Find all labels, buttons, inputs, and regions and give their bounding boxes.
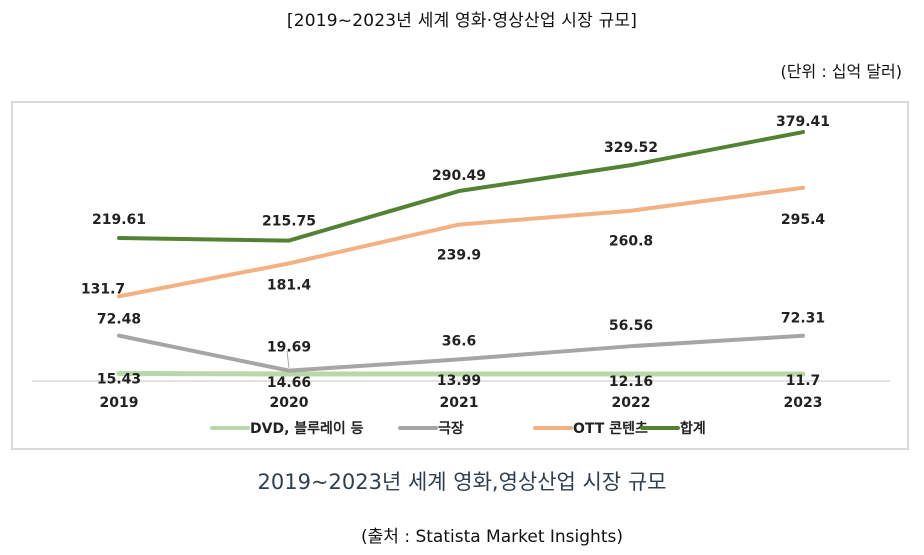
leader-line-theater-2020 [286,350,290,369]
legend: DVD, 블루레이 등 극장 OTT 콘텐츠 합계 [210,420,706,437]
data-label-dvd-2023: 11.7 [786,373,821,389]
x-tick-labels: 2019 2020 2021 2022 2023 [100,395,823,411]
series-line-dvd [116,370,806,377]
source-note: (출처 : Statista Market Insights) [361,527,623,547]
legend-item-ott: OTT 콘텐츠 [533,420,648,437]
x-tick-2022: 2022 [612,395,651,411]
legend-label-ott: OTT 콘텐츠 [573,420,648,437]
series-line-theater [117,333,805,373]
data-label-ott-2019: 131.7 [81,281,125,297]
data-label-ott-2022: 260.8 [609,234,653,250]
series-line-ott [117,185,805,299]
x-tick-2023: 2023 [784,395,823,411]
chart-header-title: [2019~2023년 세계 영화·영상산업 시장 규모] [286,11,638,31]
data-label-ott-2020: 181.4 [267,277,312,293]
data-label-dvd-2021: 13.99 [437,373,481,389]
figure-caption: 2019~2023년 세계 영화,영상산업 시장 규모 [257,470,667,494]
legend-item-total: 합계 [640,420,706,437]
chart-frame [11,101,909,450]
data-label-theater-2019: 72.48 [97,312,141,328]
data-label-dvd-2019: 15.43 [97,371,141,387]
data-label-total-2023: 379.41 [776,114,830,130]
legend-label-total: 합계 [680,420,706,437]
legend-label-dvd: DVD, 블루레이 등 [250,420,364,437]
data-label-ott-2023: 295.4 [781,212,826,228]
series-lines [116,130,806,377]
data-label-theater-2021: 36.6 [442,333,477,349]
legend-item-theater: 극장 [398,420,464,437]
x-tick-2019: 2019 [100,395,139,411]
data-label-ott-2021: 239.9 [437,248,481,264]
legend-label-theater: 극장 [438,420,464,437]
x-tick-2020: 2020 [270,395,309,411]
data-label-theater-2022: 56.56 [609,318,653,334]
data-label-theater-2020: 19.69 [267,340,311,356]
data-label-dvd-2022: 12.16 [609,374,653,390]
series-line-total [117,130,805,243]
data-labels: 15.43 14.66 13.99 12.16 11.7 72.48 19.69 36.6 56… [81,114,830,391]
x-tick-2021: 2021 [440,395,479,411]
data-label-theater-2023: 72.31 [781,311,825,327]
legend-item-dvd: DVD, 블루레이 등 [210,420,364,437]
data-label-total-2022: 329.52 [604,140,658,156]
data-label-total-2021: 290.49 [432,168,486,184]
data-label-total-2020: 215.75 [262,214,316,230]
unit-label: (단위 : 십억 달러) [780,62,902,81]
data-label-total-2019: 219.61 [92,212,146,228]
data-label-dvd-2020: 14.66 [267,375,311,391]
